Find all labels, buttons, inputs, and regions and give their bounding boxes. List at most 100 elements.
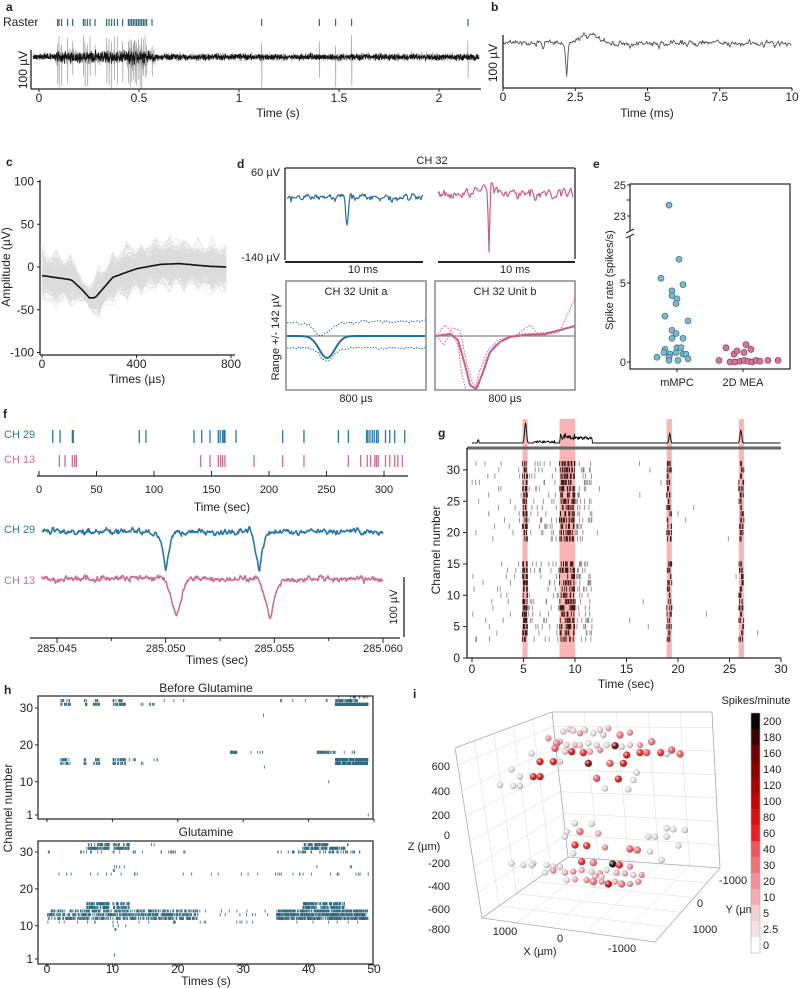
spike-tick — [99, 913, 101, 917]
sphere-highlight — [668, 746, 676, 754]
spike-tick — [60, 702, 62, 706]
spike-tick — [337, 846, 339, 850]
spike-tick — [114, 928, 116, 931]
spike-tick — [98, 902, 100, 906]
spike-tick — [347, 843, 348, 847]
spike-tick — [99, 846, 101, 850]
spike-tick — [365, 909, 367, 913]
spike-tick — [339, 702, 341, 706]
spike-tick — [323, 905, 325, 909]
spike-tick — [94, 761, 96, 765]
spike-tick — [364, 916, 366, 920]
spike-tick — [283, 913, 285, 917]
spike-tick — [324, 909, 326, 913]
spike-tick — [303, 843, 305, 847]
spike-tick — [117, 909, 119, 913]
spike-tick — [341, 702, 343, 706]
sphere-highlight — [619, 759, 627, 767]
sphere-highlight — [657, 749, 665, 757]
spike-tick — [303, 913, 305, 917]
spike-tick — [352, 761, 353, 765]
spike-tick — [152, 913, 154, 917]
colorbar-segment — [751, 937, 760, 953]
colorbar-tick-label: 2.5 — [763, 924, 778, 936]
spike-tick — [365, 916, 367, 920]
spike-tick — [333, 846, 335, 850]
spike-tick — [251, 913, 253, 917]
colorbar-segment — [751, 777, 760, 793]
spike-tick — [318, 909, 320, 913]
x-axis-label: Time (ms) — [620, 106, 674, 120]
spike-tick — [295, 913, 297, 917]
x-tick-label: 0 — [557, 933, 563, 945]
channel-label: CH 29 — [4, 429, 35, 441]
panel-label-a: a — [6, 0, 13, 14]
spike-tick — [280, 872, 282, 876]
spike-tick — [163, 699, 165, 703]
spike-tick — [338, 695, 340, 699]
spike-tick — [315, 902, 317, 906]
spike-tick — [94, 916, 96, 920]
spike-tick — [89, 902, 91, 906]
spike-tick — [120, 758, 122, 762]
axis-box-edge — [567, 856, 721, 869]
sphere-highlight — [557, 758, 563, 765]
spike-tick — [122, 913, 124, 917]
spike-tick — [124, 761, 126, 765]
spike-tick — [116, 905, 118, 909]
spike-tick — [338, 702, 340, 706]
sphere-highlight — [578, 867, 585, 873]
spike-tick — [335, 913, 337, 917]
spike-tick — [349, 913, 351, 917]
spike-tick — [144, 913, 146, 917]
spike-tick — [197, 913, 199, 917]
spike-tick — [319, 913, 321, 917]
sphere-highlight — [633, 846, 641, 854]
unit-a-trace — [286, 192, 424, 226]
y-tick-label: 1000 — [693, 924, 717, 936]
spike-tick — [173, 920, 175, 924]
spike-tick — [58, 872, 60, 876]
spike-tick — [121, 909, 123, 913]
spike-tick — [115, 758, 117, 762]
spike-tick — [119, 846, 121, 850]
spike-tick — [70, 909, 72, 913]
spike-tick — [117, 902, 119, 906]
spike-tick — [103, 902, 105, 906]
sphere-highlight — [583, 877, 590, 883]
spike-tick — [124, 846, 126, 850]
spike-tick — [126, 843, 128, 847]
spike-tick — [310, 916, 312, 920]
spike-tick — [323, 902, 325, 906]
spike-tick — [85, 699, 87, 703]
spike-tick — [344, 758, 346, 762]
spike-tick — [97, 850, 99, 854]
spike-tick — [153, 909, 155, 913]
spike-tick — [142, 913, 144, 917]
spike-tick — [327, 750, 329, 754]
spike-tick — [148, 916, 150, 920]
spike-tick — [309, 902, 310, 906]
spike-tick — [325, 909, 327, 913]
spike-tick — [311, 913, 313, 917]
spike-tick — [123, 902, 124, 906]
sphere-highlight — [536, 758, 544, 766]
spike-tick — [325, 850, 326, 854]
spike-tick — [234, 750, 236, 754]
sphere-highlight — [612, 878, 618, 885]
sphere-highlight — [528, 862, 535, 868]
sphere-highlight — [603, 867, 610, 873]
spike-tick — [354, 699, 356, 703]
spike-tick — [199, 909, 201, 913]
colorbar-tick-label: 160 — [763, 748, 781, 760]
spike-tick — [353, 695, 355, 699]
spike-tick — [291, 909, 293, 913]
spike-tick — [347, 916, 349, 920]
spike-tick — [358, 702, 360, 706]
y-bottom-label: -140 µV — [241, 252, 280, 264]
spike-tick — [176, 913, 178, 917]
spike-tick — [239, 920, 241, 924]
spike-tick — [110, 913, 112, 917]
x-axis-label: Time (sec) — [598, 677, 654, 691]
spike-tick — [321, 905, 323, 909]
